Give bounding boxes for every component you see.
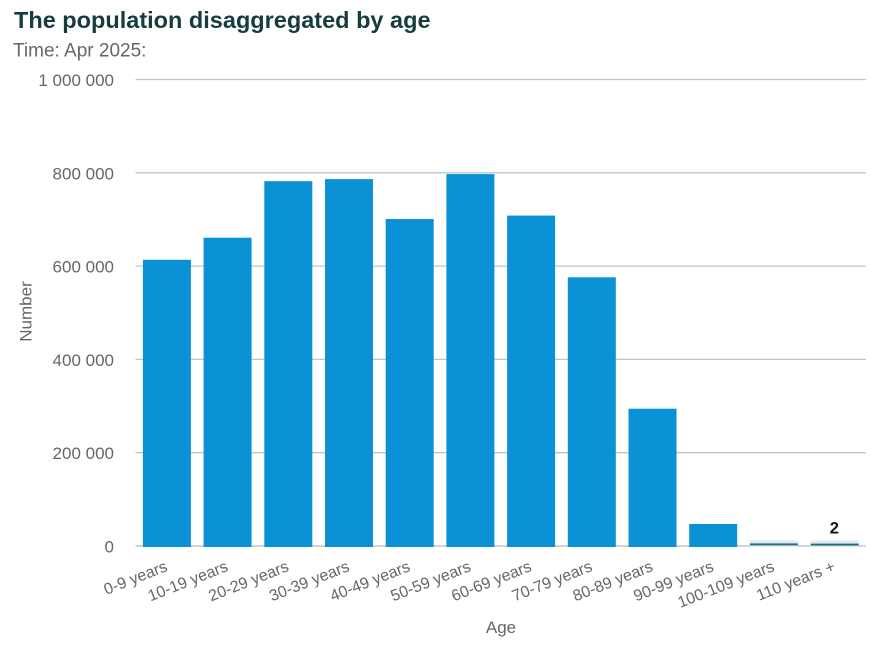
svg-text:Age: Age [486,618,516,637]
svg-text:400 000: 400 000 [53,351,114,370]
svg-text:800 000: 800 000 [53,164,114,183]
svg-text:2: 2 [830,520,839,538]
svg-text:1 000 000: 1 000 000 [38,71,114,90]
svg-text:Number: Number [17,281,36,342]
svg-text:600 000: 600 000 [53,258,114,277]
svg-text:The population disaggregated b: The population disaggregated by age [14,7,431,33]
svg-text:0: 0 [105,538,114,557]
svg-text:200 000: 200 000 [53,444,114,463]
svg-text:Time: Apr 2025:: Time: Apr 2025: [13,41,146,62]
